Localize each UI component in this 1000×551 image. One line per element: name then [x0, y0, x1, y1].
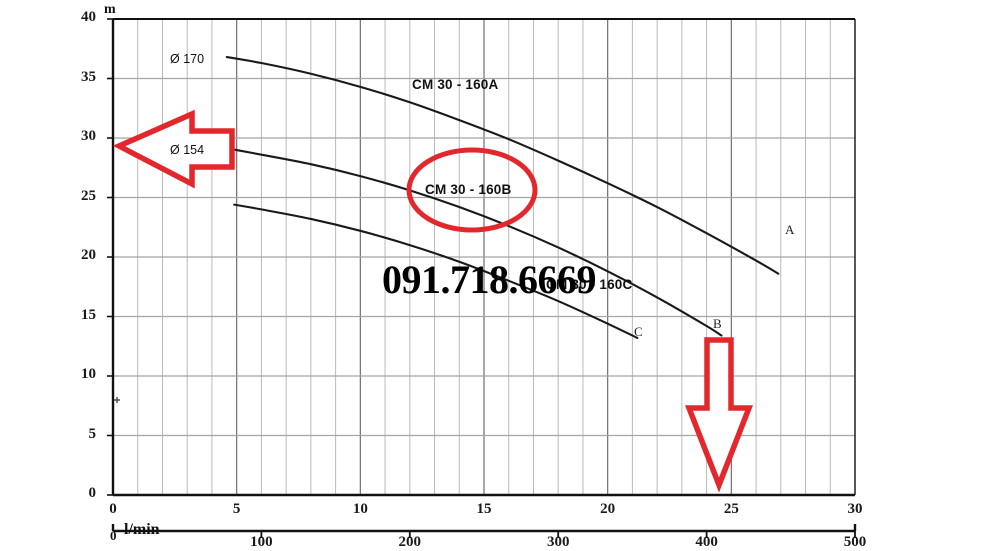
y-tick-label-20: 20	[81, 247, 96, 263]
secondary-scale-bar-mcubed	[111, 524, 857, 538]
y-tick-label-0: 0	[88, 485, 97, 501]
axis-marker-dot	[114, 397, 120, 403]
y-tick-label-35: 35	[81, 68, 96, 85]
curve-a	[225, 56, 780, 275]
curve-label-160a: CM 30 - 160A	[412, 77, 499, 92]
left-arrow-inner-label: Ø 154	[170, 143, 205, 157]
x-tick-label-5: 5	[232, 501, 241, 517]
y-tick-label-40: 40	[81, 9, 96, 25]
x-tick-label-10: 10	[352, 501, 368, 517]
curve-label-160b: CM 30 - 160B	[425, 182, 512, 197]
highlight-left-arrow	[112, 109, 235, 189]
curve-c	[233, 203, 639, 339]
y-tick-label-10: 10	[81, 366, 96, 382]
x-tick-label-25: 25	[723, 501, 739, 517]
lmin-tick-label-400: 400	[695, 534, 718, 550]
x-tick-label-30: 30	[847, 501, 863, 517]
x-tick-label-20: 20	[600, 501, 616, 517]
endpoint-label-b: B	[713, 316, 722, 331]
curve-b	[228, 147, 723, 337]
lmin-tick-label-100: 100	[250, 534, 273, 550]
lmin-tick-label-500: 500	[843, 534, 867, 550]
y-tick-label-25: 25	[81, 187, 96, 204]
y-tick-label-15: 15	[81, 306, 96, 323]
x-axis-origin-label-secondary: 0	[110, 528, 117, 543]
x-tick-label-0: 0	[109, 501, 117, 517]
y-tick-label-5: 5	[88, 425, 97, 442]
y-tick-label-30: 30	[81, 128, 96, 144]
grid-horizontal	[113, 77, 855, 437]
endpoint-label-c: C	[634, 324, 643, 339]
x-axis-unit-label: l/min	[124, 521, 160, 538]
y-axis-ticks	[107, 18, 113, 496]
performance-curves	[225, 56, 780, 339]
endpoint-label-a: A	[785, 222, 795, 237]
impeller-label-170: Ø 170	[170, 52, 205, 66]
lmin-tick-label-200: 200	[398, 534, 422, 550]
highlight-down-arrow	[684, 337, 754, 493]
x-tick-label-15: 15	[476, 501, 492, 517]
phone-number-watermark: 091.718.6669	[382, 257, 597, 302]
y-axis-unit-label: m	[104, 2, 116, 17]
curve-label-160c: CM 30 - 160C	[546, 277, 633, 292]
highlight-ellipse-160b	[406, 147, 538, 233]
lmin-tick-label-300: 300	[546, 534, 570, 550]
